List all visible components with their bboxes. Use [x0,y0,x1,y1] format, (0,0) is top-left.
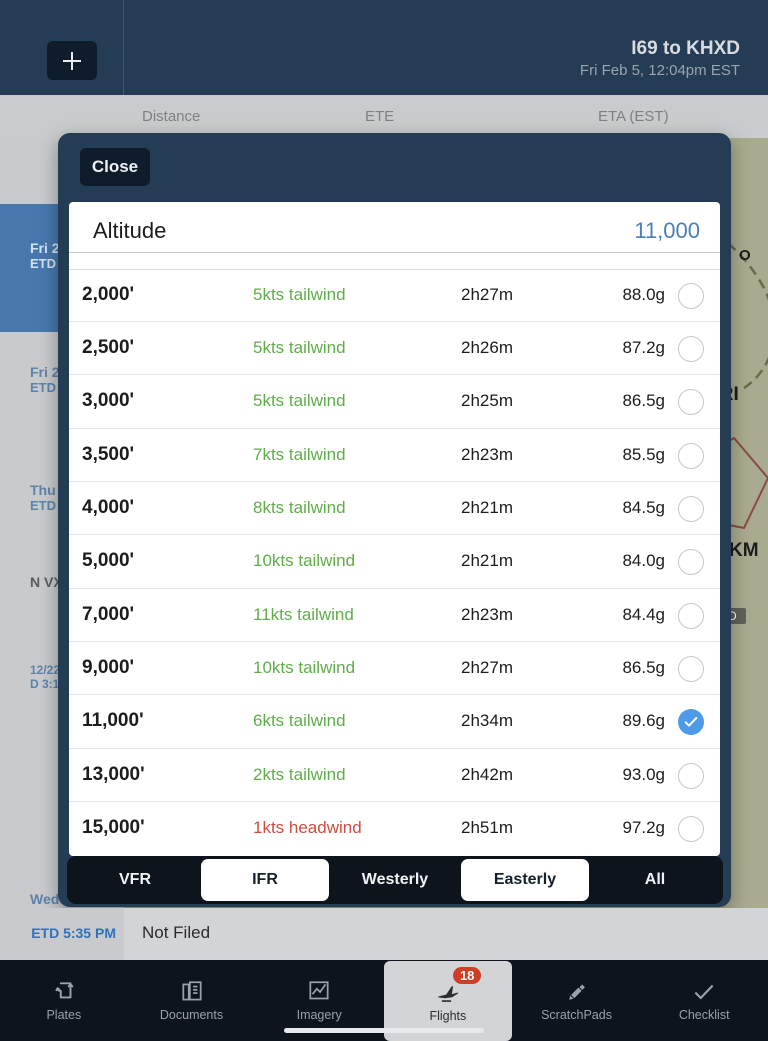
svg-text:KM: KM [729,540,759,561]
svg-text:O: O [739,247,751,264]
